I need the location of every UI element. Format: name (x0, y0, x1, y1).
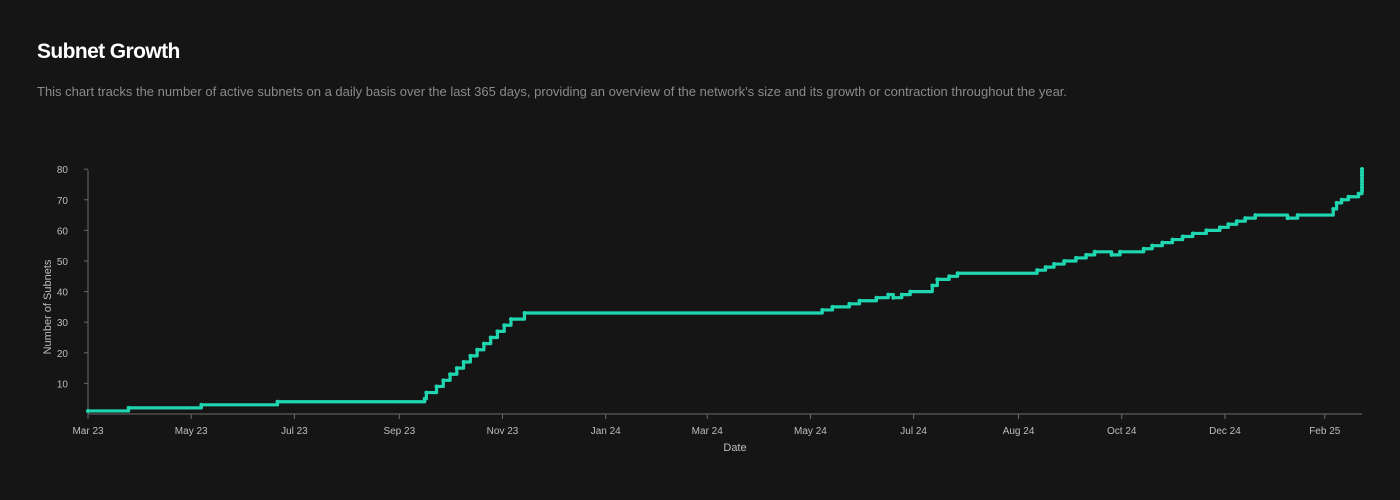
data-point (1190, 231, 1195, 236)
data-point (955, 271, 960, 276)
x-axis-ticks: Mar 23 May 23 Jul 23 Sep 23 Nov 23 Jan 24 Mar … (72, 414, 1341, 437)
x-tick-label: Aug 24 (1003, 426, 1035, 437)
y-tick-label: 60 (57, 226, 69, 237)
data-point (930, 283, 935, 288)
x-tick-label: Feb 25 (1309, 426, 1341, 437)
y-tick-label: 20 (57, 349, 69, 360)
x-tick-label: May 23 (175, 426, 208, 437)
data-point (908, 289, 913, 294)
data-point (441, 378, 446, 383)
data-point (830, 304, 835, 309)
y-tick-label: 70 (57, 196, 69, 207)
data-point (1339, 197, 1344, 202)
y-axis-title: Number of Subnets (42, 259, 54, 354)
data-point (448, 372, 453, 377)
data-point (1360, 167, 1364, 172)
data-point (1043, 265, 1048, 270)
data-point (434, 384, 439, 389)
data-point (1160, 240, 1165, 245)
data-point (899, 292, 904, 297)
data-point (468, 353, 473, 358)
data-point (508, 317, 513, 322)
data-point (1360, 176, 1364, 181)
x-tick-label: Sep 23 (383, 426, 415, 437)
data-point (886, 292, 891, 297)
data-point (1360, 188, 1364, 193)
data-point (891, 295, 896, 300)
data-point (1217, 225, 1222, 230)
data-point (1204, 228, 1209, 233)
y-tick-label: 50 (57, 257, 69, 268)
x-tick-label: Jan 24 (591, 426, 621, 437)
data-point (454, 366, 459, 371)
data-point (1035, 268, 1040, 273)
data-point (947, 274, 952, 279)
data-point (1334, 200, 1339, 205)
data-point (1092, 249, 1097, 254)
x-tick-label: Dec 24 (1209, 426, 1241, 437)
data-point (481, 341, 486, 346)
data-point (1243, 216, 1248, 221)
data-point (1360, 173, 1364, 178)
data-point (1360, 185, 1364, 190)
data-point (1170, 237, 1175, 242)
data-point (1360, 170, 1364, 175)
data-point (126, 405, 131, 410)
data-point (1062, 258, 1067, 263)
x-tick-label: Oct 24 (1107, 426, 1137, 437)
data-point (1356, 191, 1361, 196)
data-point (422, 396, 427, 401)
y-tick-label: 30 (57, 318, 69, 329)
data-point (461, 359, 466, 364)
data-point (1360, 182, 1364, 187)
x-tick-label: Mar 23 (72, 426, 104, 437)
data-point (522, 311, 527, 316)
data-point (502, 323, 507, 328)
data-point (475, 347, 480, 352)
series-points (86, 167, 1364, 413)
data-point (1226, 222, 1231, 227)
data-point (495, 329, 500, 334)
data-point (1253, 213, 1258, 218)
data-point (1331, 206, 1336, 211)
x-tick-label: Nov 23 (487, 426, 519, 437)
x-tick-label: Mar 24 (692, 426, 724, 437)
series-line (86, 167, 1364, 413)
data-point (857, 298, 862, 303)
y-axis-ticks: 10 20 30 40 50 60 70 80 (57, 165, 88, 390)
data-point (874, 295, 879, 300)
y-tick-label: 40 (57, 288, 69, 299)
data-point (488, 335, 493, 340)
chart-description: This chart tracks the number of active s… (37, 84, 1068, 99)
chart-title: Subnet Growth (37, 40, 180, 63)
data-point (1360, 179, 1364, 184)
data-point (1074, 255, 1079, 260)
y-tick-label: 80 (57, 165, 69, 176)
data-point (424, 390, 429, 395)
y-tick-label: 10 (57, 379, 69, 390)
data-point (1118, 249, 1123, 254)
data-point (820, 307, 825, 312)
x-tick-label: Jul 24 (900, 426, 927, 437)
data-point (1180, 234, 1185, 239)
data-point (1285, 216, 1290, 221)
data-point (1234, 219, 1239, 224)
data-point (1141, 246, 1146, 251)
data-point (935, 277, 940, 282)
data-point (199, 402, 204, 407)
x-tick-label: May 24 (794, 426, 827, 437)
data-point (1346, 194, 1351, 199)
data-point (1084, 252, 1089, 257)
data-point (86, 408, 90, 413)
x-axis-title: Date (723, 442, 746, 454)
data-point (847, 301, 852, 306)
data-point (1150, 243, 1155, 248)
data-point (1295, 213, 1300, 218)
data-point (1052, 262, 1057, 267)
x-tick-label: Jul 23 (281, 426, 308, 437)
data-point (1109, 252, 1114, 257)
data-point (275, 399, 280, 404)
